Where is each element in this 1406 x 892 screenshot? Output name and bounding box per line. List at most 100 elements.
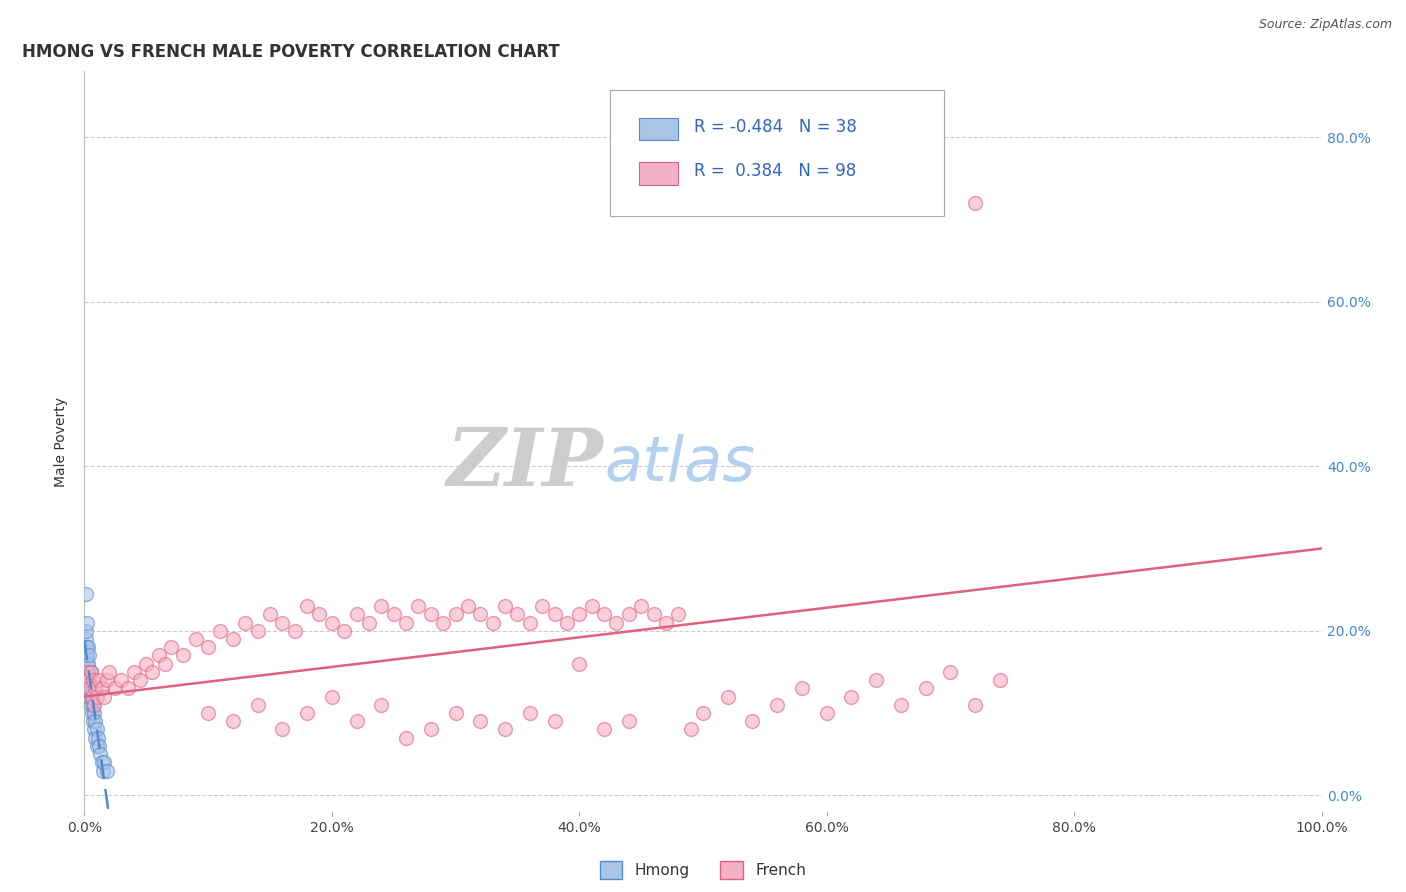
Point: [395, 731, 418, 745]
FancyBboxPatch shape: [610, 90, 945, 216]
Point: [79, 681, 101, 696]
Point: [666, 607, 689, 622]
Point: [80, 690, 103, 704]
Point: [655, 615, 678, 630]
Point: [79, 665, 101, 679]
Point: [222, 632, 245, 646]
Point: [741, 714, 763, 729]
Point: [543, 607, 565, 622]
Point: [79, 673, 101, 687]
Point: [470, 607, 492, 622]
Point: [77, 681, 100, 696]
Point: [531, 599, 554, 613]
Point: [914, 681, 936, 696]
Point: [76, 615, 98, 630]
Point: [197, 706, 219, 720]
Point: [75, 648, 97, 663]
Point: [965, 698, 987, 712]
Point: [295, 706, 318, 720]
Point: [89, 673, 111, 687]
Point: [153, 657, 176, 671]
Point: [90, 756, 112, 770]
Point: [395, 615, 418, 630]
Point: [790, 681, 813, 696]
Point: [129, 673, 152, 687]
Point: [79, 690, 101, 704]
Point: [135, 657, 157, 671]
Point: [865, 673, 887, 687]
Point: [75, 587, 97, 601]
Point: [75, 640, 97, 655]
Point: [80, 706, 103, 720]
Point: [93, 690, 115, 704]
Point: [96, 673, 118, 687]
Point: [246, 698, 269, 712]
Point: [370, 698, 392, 712]
Point: [89, 747, 111, 761]
Point: [104, 681, 127, 696]
Point: [87, 731, 110, 745]
Point: [679, 723, 702, 737]
Point: [75, 665, 97, 679]
Point: [766, 698, 789, 712]
Point: [494, 599, 516, 613]
Point: [568, 657, 591, 671]
Point: [75, 632, 97, 646]
Point: [617, 607, 640, 622]
Point: [605, 615, 627, 630]
Point: [370, 599, 392, 613]
Point: [93, 756, 115, 770]
Point: [209, 624, 232, 638]
Point: [815, 706, 838, 720]
Point: [79, 665, 101, 679]
Point: [82, 714, 104, 729]
Text: HMONG VS FRENCH MALE POVERTY CORRELATION CHART: HMONG VS FRENCH MALE POVERTY CORRELATION…: [22, 44, 560, 62]
Point: [76, 665, 98, 679]
Point: [160, 640, 183, 655]
Point: [271, 615, 294, 630]
Point: [117, 681, 139, 696]
Point: [110, 673, 132, 687]
Point: [76, 648, 98, 663]
Text: R = -0.484   N = 38: R = -0.484 N = 38: [695, 118, 858, 136]
Point: [75, 624, 97, 638]
Point: [717, 690, 740, 704]
Point: [77, 657, 100, 671]
Point: [77, 665, 100, 679]
FancyBboxPatch shape: [638, 118, 678, 140]
Point: [506, 607, 529, 622]
Point: [84, 714, 107, 729]
Point: [321, 615, 343, 630]
Point: [481, 615, 503, 630]
Point: [122, 665, 145, 679]
Point: [593, 607, 616, 622]
Point: [77, 673, 100, 687]
Point: [84, 731, 107, 745]
Point: [382, 607, 405, 622]
Point: [841, 690, 863, 704]
Point: [82, 698, 104, 712]
Point: [233, 615, 256, 630]
Point: [197, 640, 219, 655]
Point: [98, 665, 121, 679]
Point: [79, 648, 101, 663]
Point: [295, 599, 318, 613]
Point: [432, 615, 454, 630]
Point: [519, 615, 541, 630]
Y-axis label: Male Poverty: Male Poverty: [53, 397, 67, 486]
Point: [86, 723, 108, 737]
Point: [84, 681, 107, 696]
Point: [259, 607, 281, 622]
Point: [568, 607, 591, 622]
Point: [321, 690, 343, 704]
Point: [86, 690, 108, 704]
Point: [86, 739, 108, 753]
Point: [408, 599, 430, 613]
Point: [308, 607, 330, 622]
Point: [246, 624, 269, 638]
Point: [184, 632, 207, 646]
Point: [643, 607, 665, 622]
Point: [333, 624, 356, 638]
Point: [519, 706, 541, 720]
Point: [617, 714, 640, 729]
